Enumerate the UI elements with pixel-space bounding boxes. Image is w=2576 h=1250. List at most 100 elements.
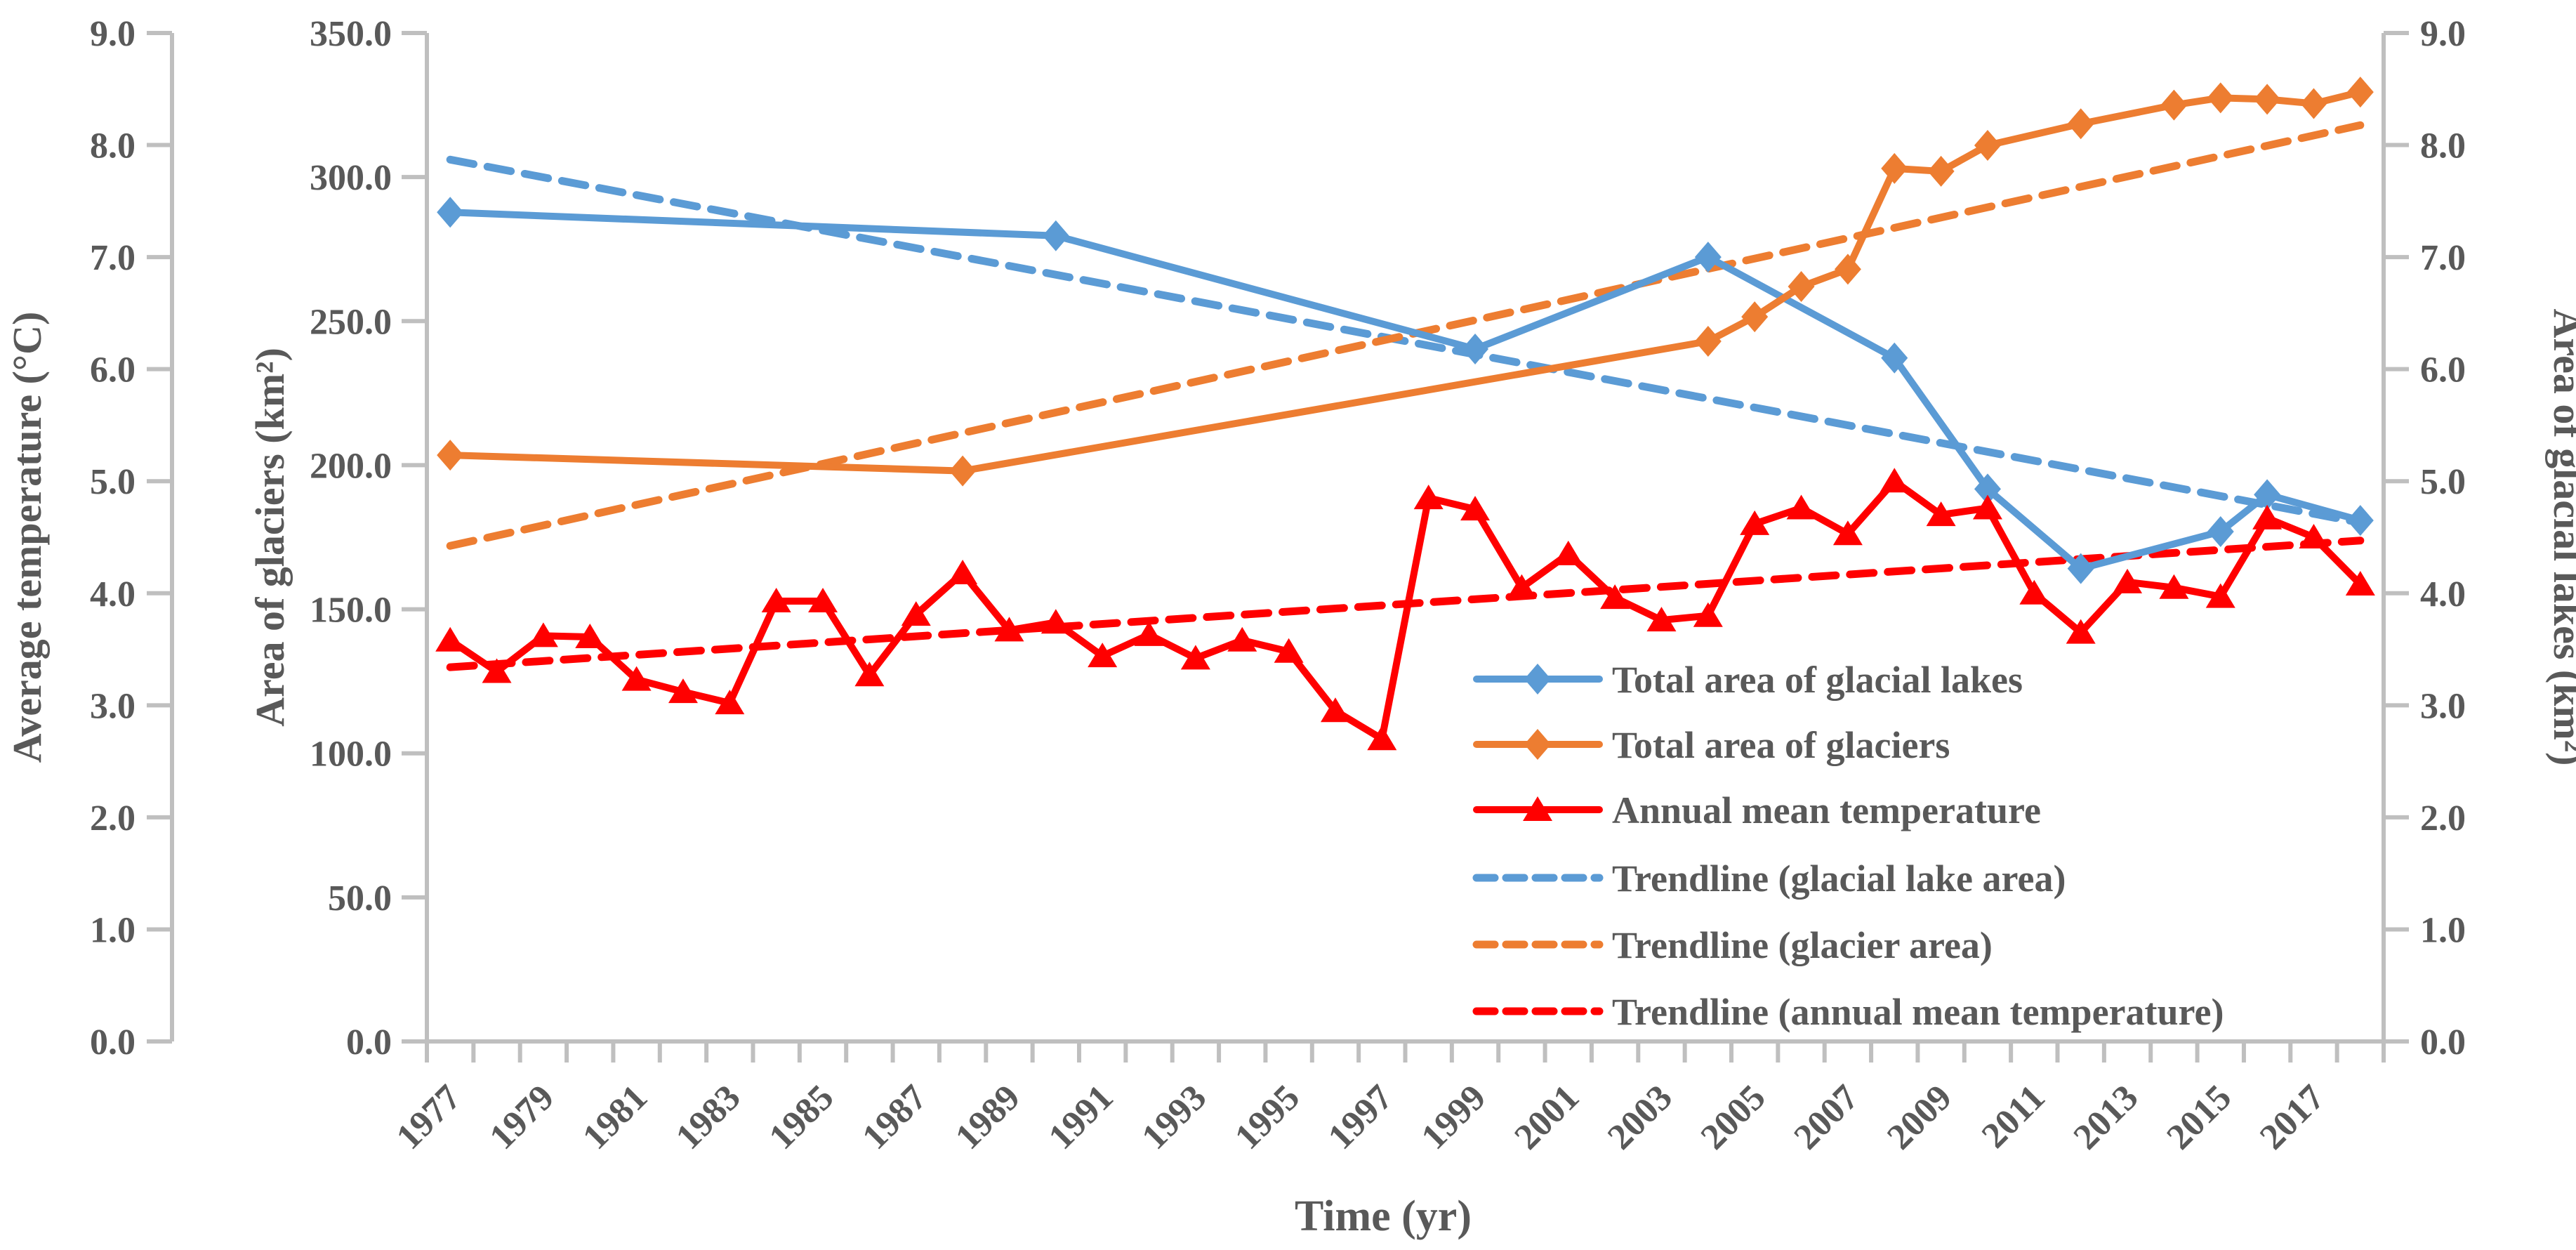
glacier-axis-tick-label: 250.0 xyxy=(310,302,392,342)
series-temperature-marker xyxy=(1740,510,1770,535)
trendline-trend-glacier xyxy=(446,121,2365,550)
series-glacial-lakes-marker xyxy=(1881,342,1908,374)
x-year-label: 2015 xyxy=(2159,1077,2239,1157)
temperature-axis-tick-label: 9.0 xyxy=(90,14,136,54)
series-temperature-marker xyxy=(435,626,465,652)
glacier-axis-tick-label: 50.0 xyxy=(328,879,392,919)
glacier-axis-tick-label: 300.0 xyxy=(310,158,392,198)
series-glaciers-line xyxy=(447,88,2364,475)
series-temperature-marker xyxy=(1972,494,2002,520)
x-year-label: 2003 xyxy=(1600,1077,1680,1157)
trendline-trend-lakes xyxy=(446,155,2365,527)
x-year-label: 1991 xyxy=(1041,1077,1121,1157)
series-temperature-marker xyxy=(715,690,745,715)
series-glacial-lakes-marker xyxy=(1462,333,1489,364)
series-glaciers-marker xyxy=(2207,82,2234,114)
legend-item: Trendline (glacier area) xyxy=(1472,924,1993,966)
legend-item-label: Trendline (glacial lake area) xyxy=(1612,857,2066,900)
glacier-axis-tick-label: 350.0 xyxy=(310,14,392,54)
series-glaciers-marker xyxy=(1927,155,1955,187)
series-glaciers-marker xyxy=(2067,108,2094,140)
legend-item: Total area of glacial lakes xyxy=(1473,659,2023,701)
series-temperature-marker xyxy=(1274,638,1304,663)
lakes-axis-tick-label: 7.0 xyxy=(2420,238,2466,278)
legend-item: Trendline (glacial lake area) xyxy=(1472,857,2066,900)
lakes-axis-tick-label: 1.0 xyxy=(2420,910,2466,950)
series-temperature-marker xyxy=(482,658,512,683)
series-glaciers-marker xyxy=(1741,301,1769,333)
series-glaciers-marker xyxy=(2160,89,2188,121)
x-year-label: 1997 xyxy=(1321,1077,1401,1157)
series-glacial-lakes-marker xyxy=(1694,242,1722,273)
series-temperature-marker xyxy=(1134,621,1164,646)
legend-item-label: Trendline (glacier area) xyxy=(1612,924,1993,966)
temperature-axis-tick-label: 7.0 xyxy=(90,238,136,278)
series-temperature-marker xyxy=(1786,494,1816,520)
series-temperature-marker xyxy=(1320,697,1350,723)
glacier-axis-tick-label: 0.0 xyxy=(346,1022,392,1062)
series-temperature-marker xyxy=(994,617,1024,642)
legend-diamond-icon xyxy=(1524,729,1551,760)
temperature-axis-tick-label: 2.0 xyxy=(90,798,136,838)
series-glacial-lakes-marker xyxy=(2254,479,2281,511)
x-axis-title: Time (yr) xyxy=(1295,1192,1472,1240)
temperature-axis-tick-label: 4.0 xyxy=(90,574,136,614)
x-year-label: 1979 xyxy=(482,1077,562,1157)
legend-item: Annual mean temperature xyxy=(1473,789,2041,831)
series-temperature-marker xyxy=(575,624,605,649)
series-glacial-lakes-marker xyxy=(1042,220,1069,251)
series-glacial-lakes-marker xyxy=(2067,553,2094,584)
x-year-label: 1989 xyxy=(948,1077,1028,1157)
series-glacial-lakes-line xyxy=(447,209,2364,572)
series-temperature-marker xyxy=(2252,504,2283,529)
x-year-label: 2007 xyxy=(1787,1077,1867,1157)
x-year-label: 2011 xyxy=(1974,1077,2053,1156)
legend-item: Total area of glaciers xyxy=(1473,724,1950,766)
series-glacial-lakes-marker xyxy=(2207,516,2234,548)
series-glaciers-marker xyxy=(2254,84,2281,115)
series-temperature-marker xyxy=(621,666,652,691)
x-year-label: 2001 xyxy=(1507,1077,1587,1157)
series-glaciers-marker xyxy=(949,455,977,487)
legend-item-label: Trendline (annual mean temperature) xyxy=(1612,991,2224,1033)
series-temperature-marker xyxy=(2299,524,2329,548)
right-lakes-axis-title: Area of glacial lakes (km²) xyxy=(2545,309,2576,766)
series-temperature-marker xyxy=(1413,485,1444,510)
series-temperature-marker xyxy=(528,622,558,647)
lakes-axis-tick-label: 3.0 xyxy=(2420,686,2466,726)
series-temperature-marker xyxy=(1367,725,1397,751)
x-year-label: 2005 xyxy=(1693,1077,1774,1157)
series-temperature-marker xyxy=(2066,619,2096,644)
series-glaciers-marker xyxy=(1694,326,1722,357)
glacier-axis-tick-label: 200.0 xyxy=(310,446,392,486)
plot-layer xyxy=(435,77,2375,751)
lakes-axis-tick-label: 5.0 xyxy=(2420,462,2466,502)
temperature-axis-tick-label: 1.0 xyxy=(90,910,136,950)
series-temperature-marker xyxy=(901,601,931,626)
series-temperature-marker xyxy=(2205,583,2235,608)
legend-diamond-icon xyxy=(1524,664,1551,695)
series-temperature-marker xyxy=(1553,540,1583,565)
series-temperature-line xyxy=(447,478,2364,743)
temperature-axis-tick-label: 0.0 xyxy=(90,1022,136,1062)
x-year-label: 1983 xyxy=(668,1077,748,1157)
temperature-axis-tick-label: 5.0 xyxy=(90,462,136,502)
series-temperature-marker xyxy=(1088,643,1118,668)
glacier-axis-tick-label: 100.0 xyxy=(310,735,392,775)
series-glaciers-marker xyxy=(1834,254,1861,285)
temperature-axis-tick-label: 3.0 xyxy=(90,686,136,726)
legend-item-label: Total area of glaciers xyxy=(1612,724,1950,766)
lakes-axis-tick-label: 9.0 xyxy=(2420,14,2466,54)
x-year-label: 1981 xyxy=(575,1077,655,1157)
series-temperature-marker xyxy=(1227,626,1257,652)
lakes-axis-tick-label: 6.0 xyxy=(2420,350,2466,390)
series-temperature-marker xyxy=(1507,574,1537,599)
series-glaciers-marker xyxy=(1881,152,1908,184)
glacier-axis-tick-label: 150.0 xyxy=(310,591,392,631)
series-temperature-marker xyxy=(1600,584,1630,610)
legend-item-label: Total area of glacial lakes xyxy=(1612,659,2023,701)
x-year-label: 2009 xyxy=(1880,1077,1960,1157)
temperature-axis-tick-label: 6.0 xyxy=(90,350,136,390)
x-year-label: 1985 xyxy=(762,1077,842,1157)
